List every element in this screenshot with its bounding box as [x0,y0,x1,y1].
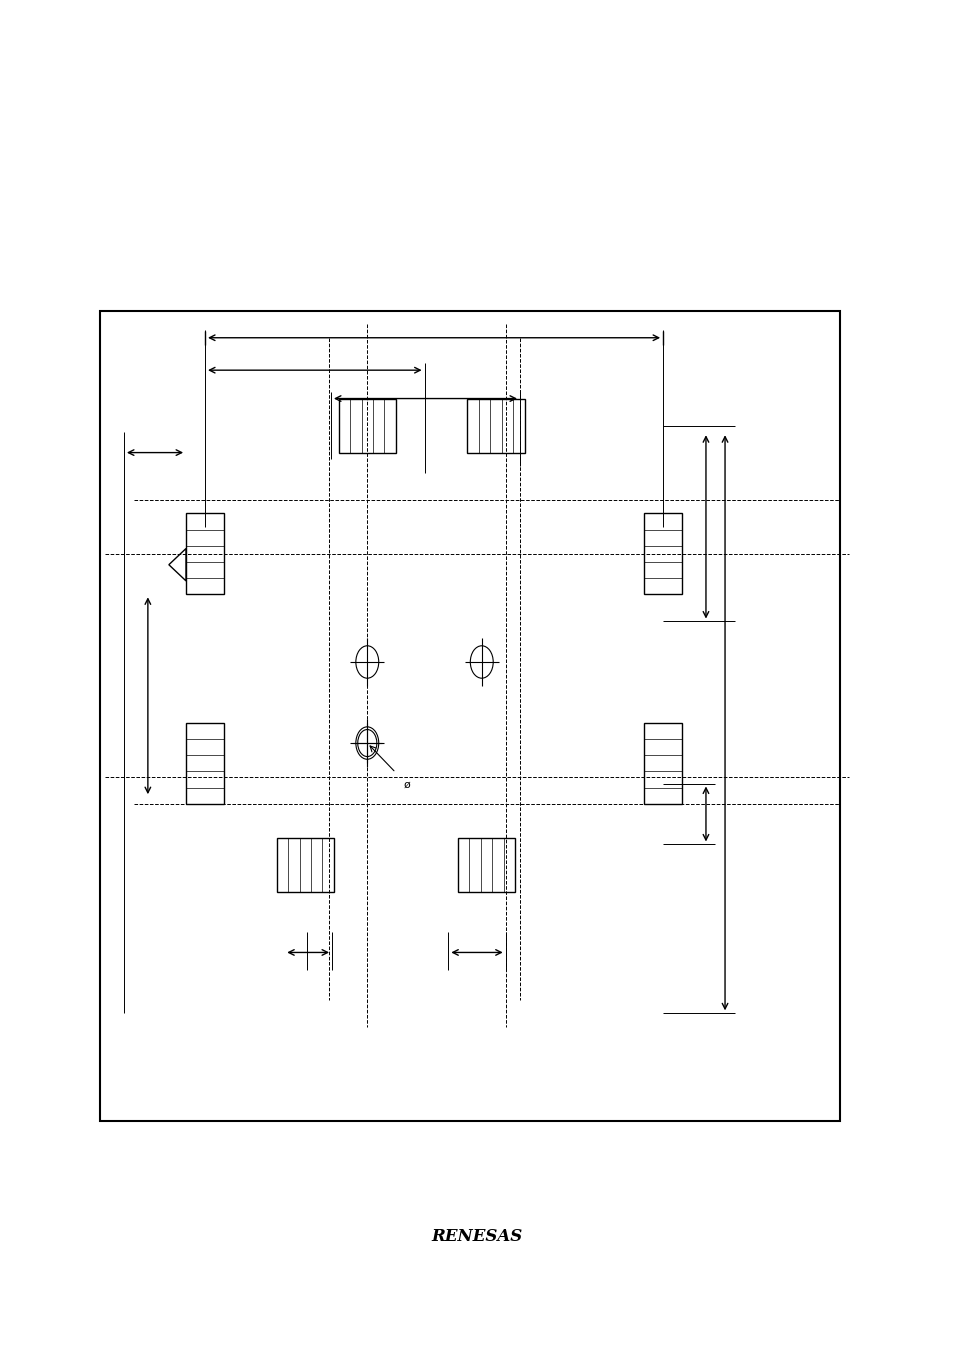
Bar [643,723,681,804]
Bar [467,399,524,453]
Bar [643,513,681,594]
Bar [457,838,515,892]
Bar [338,399,395,453]
Bar [100,311,839,1121]
Text: RENESAS: RENESAS [431,1228,522,1244]
Bar [186,723,224,804]
Bar [186,513,224,594]
Text: ø: ø [403,780,410,789]
Bar [276,838,334,892]
